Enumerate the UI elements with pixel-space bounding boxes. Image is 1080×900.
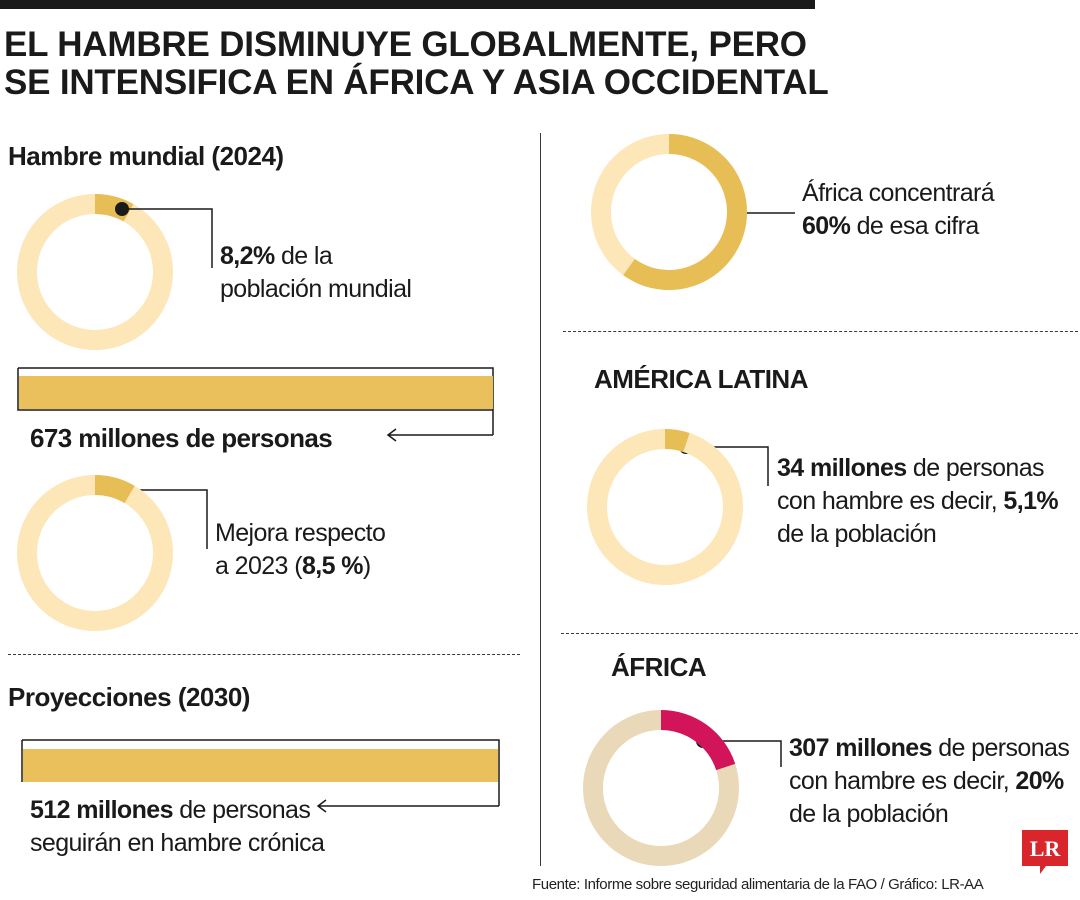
label-america-latina: 34 millones de personas con hambre es de…	[777, 452, 1059, 551]
label-mejora-2023-pre: a 2023 (	[215, 552, 303, 580]
column-divider	[540, 133, 541, 866]
bar-673	[19, 376, 493, 409]
donut-chart-america-latina-slice-rest	[586, 429, 743, 585]
bar-512	[23, 749, 498, 782]
section-title-africa: ÁFRICA	[611, 652, 707, 682]
label-mejora-2023: Mejora respecto a 2023 (8,5 %)	[215, 517, 386, 583]
leader-mejora-2023-line	[114, 489, 208, 549]
label-africa-line2-pre: con hambre es decir,	[789, 767, 1016, 795]
label-africa-concentrara: África concentrará 60% de esa cifra	[802, 177, 995, 243]
label-america-latina-rest: de personas	[906, 454, 1045, 482]
donut-chart-mejora-2023-slice-highlight	[95, 475, 135, 504]
arrow-512	[316, 799, 499, 813]
page-title-line-1: EL HAMBRE DISMINUYE GLOBALMENTE, PERO	[4, 25, 807, 64]
leader-poblacion-mundial-line	[122, 208, 213, 268]
label-america-latina-percent: 5,1%	[1003, 487, 1059, 515]
section-title-america-latina: AMÉRICA LATINA	[594, 364, 808, 394]
bar-673-label: 673 millones de personas	[30, 423, 333, 453]
label-africa-concentrara-rest: de esa cifra	[850, 212, 980, 240]
label-america-latina-line3: de la población	[777, 520, 937, 548]
label-poblacion-mundial: 8,2% de la población mundial	[220, 240, 412, 306]
label-africa-concentrara-line1: África concentrará	[802, 179, 995, 207]
page-title: EL HAMBRE DISMINUYE GLOBALMENTE, PERO SE…	[4, 26, 1004, 102]
lr-logo: LR	[1022, 830, 1068, 874]
bar-512-label: 512 millones de personas seguirán en ham…	[30, 794, 325, 860]
section-title-hambre-mundial: Hambre mundial (2024)	[8, 141, 284, 171]
donut-chart-africa-slice-highlight	[661, 710, 736, 771]
leader-poblacion-mundial-dot	[115, 202, 129, 216]
donut-chart-america-latina-slice-highlight	[665, 429, 690, 452]
label-america-latina-bold: 34 millones	[777, 454, 907, 482]
label-mejora-2023-line1: Mejora respecto	[215, 519, 386, 547]
bar-512-label-line2: seguirán en hambre crónica	[30, 829, 325, 857]
label-africa-percent: 20%	[1015, 767, 1064, 795]
arrow-673	[386, 428, 493, 442]
label-africa: 307 millones de personas con hambre es d…	[789, 732, 1070, 831]
label-america-latina-line2-pre: con hambre es decir,	[777, 487, 1004, 515]
page-title-line-2: SE INTENSIFICA EN ÁFRICA Y ASIA OCCIDENT…	[4, 63, 829, 102]
source-note: Fuente: Informe sobre seguridad alimenta…	[532, 876, 984, 893]
donut-chart-america-latina	[586, 429, 743, 585]
donut-chart-africa	[582, 710, 739, 866]
label-africa-bold: 307 millones	[789, 734, 932, 762]
bar-512-label-rest: de personas	[172, 796, 311, 824]
label-africa-line3: de la población	[789, 800, 949, 828]
label-poblacion-mundial-percent: 8,2%	[220, 242, 275, 270]
bar-512-outline	[22, 739, 500, 806]
bar-673-outline	[18, 367, 494, 435]
top-rule	[0, 0, 815, 9]
divider-left	[8, 654, 520, 655]
leader-africa-line	[703, 740, 782, 767]
section-title-proyecciones: Proyecciones (2030)	[8, 682, 250, 712]
bar-673-frame	[17, 368, 493, 411]
label-mejora-2023-post: )	[362, 552, 371, 580]
lr-logo-text: LR	[1030, 836, 1062, 861]
donut-chart-africa-concentrara	[590, 134, 747, 290]
label-africa-rest: de personas	[931, 734, 1070, 762]
divider-right-1	[563, 331, 1078, 332]
donut-chart-africa-concentrara-slice-highlight	[623, 134, 747, 290]
bar-512-label-bold: 512 millones	[30, 796, 173, 824]
divider-right-2	[561, 633, 1078, 634]
label-mejora-2023-percent: 8,5 %	[301, 552, 364, 580]
label-poblacion-mundial-line2: población mundial	[220, 275, 412, 303]
donut-chart-mejora-2023	[16, 475, 173, 631]
label-africa-concentrara-percent: 60%	[802, 212, 851, 240]
label-poblacion-mundial-text: de la	[274, 242, 333, 270]
